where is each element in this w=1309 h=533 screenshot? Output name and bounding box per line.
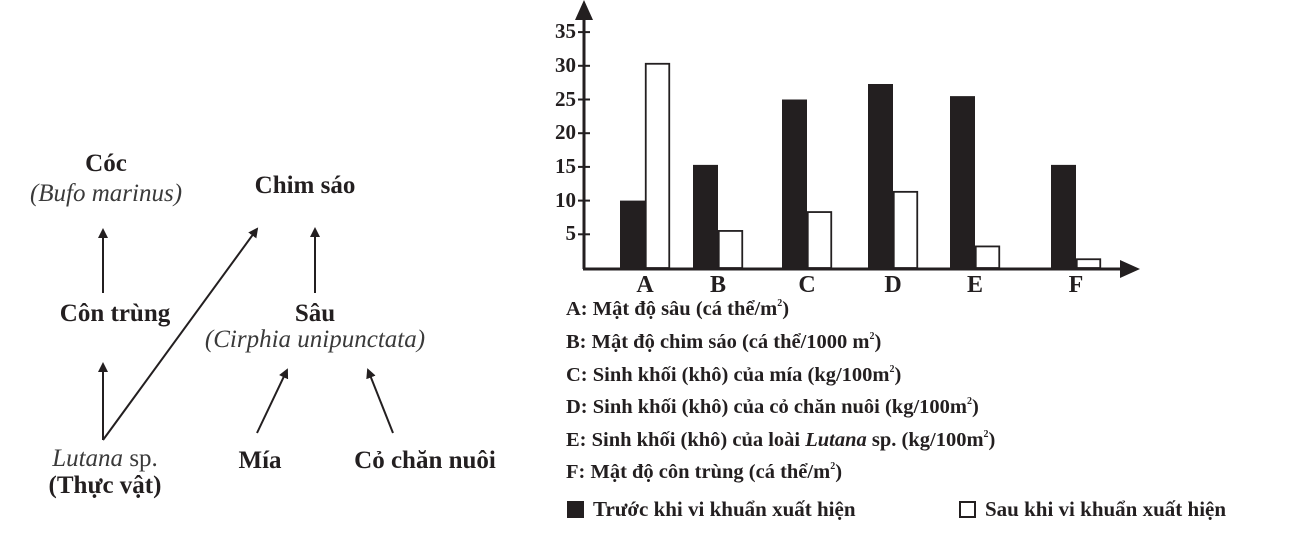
- legend-label-before: Trước khi vi khuẩn xuất hiện: [593, 497, 856, 521]
- desc-a: A: Mật độ sâu (cá thể/m2): [566, 298, 790, 320]
- arrow-mia-to-sau: [256, 368, 289, 434]
- bar-a-before: [620, 200, 645, 268]
- legend-item-before: Trước khi vi khuẩn xuất hiện: [567, 497, 856, 522]
- bar-f-before: [1051, 164, 1076, 268]
- desc-c: C: Sinh khối (khô) của mía (kg/100m2): [566, 364, 902, 386]
- desc-f: F: Mật độ côn trùng (cá thể/m2): [566, 461, 843, 483]
- bar-b-before: [693, 164, 718, 268]
- bar-a-after: [644, 62, 671, 269]
- node-con-trung: Côn trùng: [59, 300, 171, 327]
- legend-item-after: Sau khi vi khuẩn xuất hiện: [959, 497, 1226, 522]
- x-category-label: B: [709, 272, 726, 298]
- coc-latin: (Bufo marinus): [29, 180, 183, 207]
- node-co-chan-nuoi: Cỏ chăn nuôi: [354, 447, 496, 474]
- node-sau: Sâu (Cirphia unipunctata): [170, 300, 460, 354]
- y-ticks: [578, 31, 590, 236]
- node-mia: Mía: [238, 447, 282, 474]
- lutana-suffix: sp.: [123, 445, 158, 472]
- coc-name: Cóc: [85, 150, 127, 177]
- sau-name: Sâu: [294, 300, 336, 327]
- x-category-label: C: [798, 272, 816, 298]
- y-tick-label: 35: [555, 19, 576, 44]
- bar-d-after: [892, 190, 919, 269]
- bar-c-before: [782, 99, 807, 268]
- arrow-co-chan-nuoi-to-sau: [366, 368, 394, 434]
- desc-d: D: Sinh khối (khô) của cỏ chăn nuôi (kg/…: [566, 396, 979, 418]
- bar-f-after: [1075, 258, 1102, 269]
- x-category-label: E: [966, 272, 983, 298]
- x-category-label: D: [884, 272, 902, 298]
- sau-latin: (Cirphia unipunctata): [204, 326, 426, 353]
- y-tick-label: 5: [565, 221, 577, 246]
- bars: [620, 62, 1102, 269]
- white-square-icon: [959, 501, 976, 518]
- y-tick-label: 30: [555, 52, 576, 77]
- bar-e-after: [974, 245, 1001, 269]
- food-web-arrows: [98, 227, 394, 441]
- x-category-label: A: [636, 272, 654, 298]
- y-tick-label: 20: [555, 120, 576, 145]
- x-axis-arrow-icon: [1120, 260, 1140, 278]
- bar-e-before: [950, 96, 975, 268]
- desc-b: B: Mật độ chim sáo (cá thể/1000 m2): [566, 331, 882, 353]
- bar-b-after: [717, 230, 744, 269]
- node-lutana: Lutana sp. (Thực vật): [20, 445, 190, 500]
- y-tick-label: 10: [555, 187, 576, 212]
- y-tick-label: 15: [555, 153, 576, 178]
- y-tick-label: 25: [555, 86, 576, 111]
- node-chim-sao: Chim sáo: [254, 172, 356, 199]
- bar-d-before: [868, 83, 893, 268]
- lutana-type: (Thực vật): [48, 472, 162, 499]
- x-category-label: F: [1068, 272, 1084, 298]
- node-coc: Cóc (Bufo marinus): [0, 150, 212, 208]
- lutana-latin: Lutana: [52, 445, 124, 472]
- y-axis-arrow-icon: [575, 0, 593, 20]
- black-square-icon: [567, 501, 584, 518]
- legend-label-after: Sau khi vi khuẩn xuất hiện: [985, 497, 1227, 521]
- arrow-lutana-to-chim-sao: [102, 227, 259, 441]
- desc-e: E: Sinh khối (khô) của loài Lutana sp. (…: [566, 429, 996, 451]
- bar-c-after: [806, 211, 833, 269]
